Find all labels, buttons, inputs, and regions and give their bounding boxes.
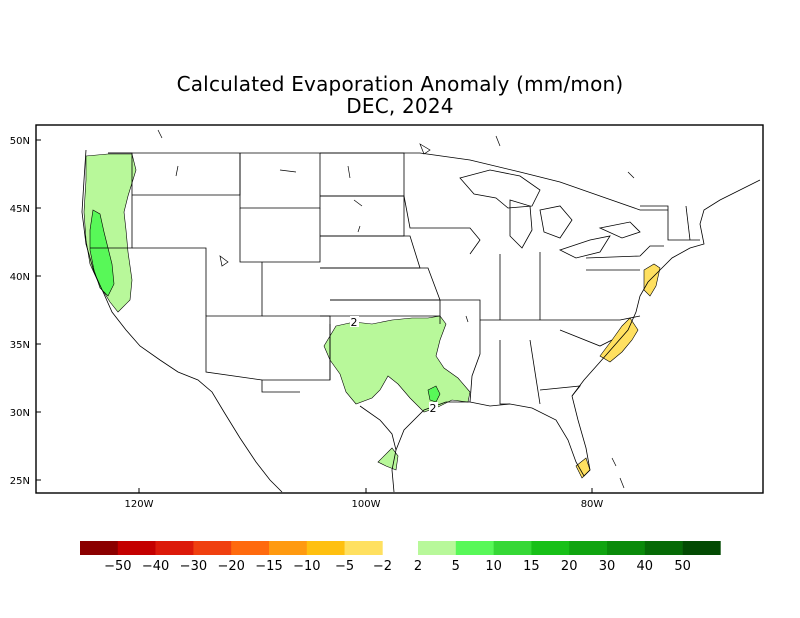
colorbar-swatch <box>155 541 194 555</box>
colorbar-label: −2 <box>373 559 392 574</box>
anomaly-region-california <box>89 209 115 297</box>
colorbar-swatch <box>193 541 232 555</box>
anomaly-region-south-texas <box>377 447 399 471</box>
anomaly-region-louisiana-spot <box>427 385 441 403</box>
lon-label-80w: 80W <box>581 499 604 510</box>
colorbar-swatch <box>80 541 119 555</box>
colorbar-label: 5 <box>452 559 460 574</box>
colorbar-label: 50 <box>674 559 691 574</box>
colorbar-label: −10 <box>293 559 320 574</box>
lat-label-30n: 30N <box>10 408 30 419</box>
colorbar-swatch <box>644 541 683 555</box>
colorbar-negative: −50 −40 −30 −20 −15 −10 −5 −2 <box>80 541 392 574</box>
lon-label-120w: 120W <box>125 499 154 510</box>
lat-label-45n: 45N <box>10 204 30 215</box>
colorbar-label: −30 <box>180 559 207 574</box>
colorbar-label: 10 <box>485 559 502 574</box>
colorbar-label: 20 <box>561 559 578 574</box>
colorbar-label: −15 <box>255 559 282 574</box>
colorbar-swatch <box>418 541 457 555</box>
colorbar-swatch <box>344 541 383 555</box>
colorbar-label: −5 <box>335 559 354 574</box>
colorbar-label: 30 <box>599 559 616 574</box>
lat-label-40n: 40N <box>10 272 30 283</box>
contour-label-bg <box>429 402 438 413</box>
colorbar-swatch <box>682 541 721 555</box>
contour-label: 2 <box>351 316 358 329</box>
colorbar-label: −20 <box>217 559 244 574</box>
lat-label-25n: 25N <box>10 476 30 487</box>
colorbar-swatch <box>269 541 308 555</box>
colorbar-swatch <box>531 541 570 555</box>
lon-label-100w: 100W <box>352 499 381 510</box>
colorbar-label: −40 <box>142 559 169 574</box>
latitude-ticks <box>36 139 41 481</box>
anomaly-region-texas-louisiana <box>323 315 471 413</box>
colorbar-swatch <box>607 541 646 555</box>
longitude-ticks <box>138 488 593 493</box>
anomaly-region-new-jersey <box>643 263 661 297</box>
geographic-boundaries <box>81 149 761 493</box>
contour-label-bg <box>350 316 359 327</box>
contour-label: 2 <box>430 402 437 415</box>
small-features <box>157 129 635 489</box>
colorbar-swatch <box>455 541 494 555</box>
colorbar-positive: 2 5 10 15 20 30 40 50 <box>414 541 721 574</box>
map-title: Calculated Evaporation Anomaly (mm/mon) <box>176 72 624 96</box>
colorbar-swatch <box>231 541 270 555</box>
map-frame <box>35 124 764 494</box>
lat-label-50n: 50N <box>10 136 30 147</box>
colorbar-label: 15 <box>523 559 540 574</box>
lat-label-35n: 35N <box>10 340 30 351</box>
colorbar-label: −50 <box>104 559 131 574</box>
colorbar-swatch <box>117 541 156 555</box>
colorbar-swatch <box>493 541 532 555</box>
colorbar-swatch <box>306 541 345 555</box>
colorbar-swatch <box>569 541 608 555</box>
colorbar-label: 2 <box>414 559 422 574</box>
colorbar-label: 40 <box>637 559 654 574</box>
map-subtitle-date: DEC, 2024 <box>346 94 454 118</box>
